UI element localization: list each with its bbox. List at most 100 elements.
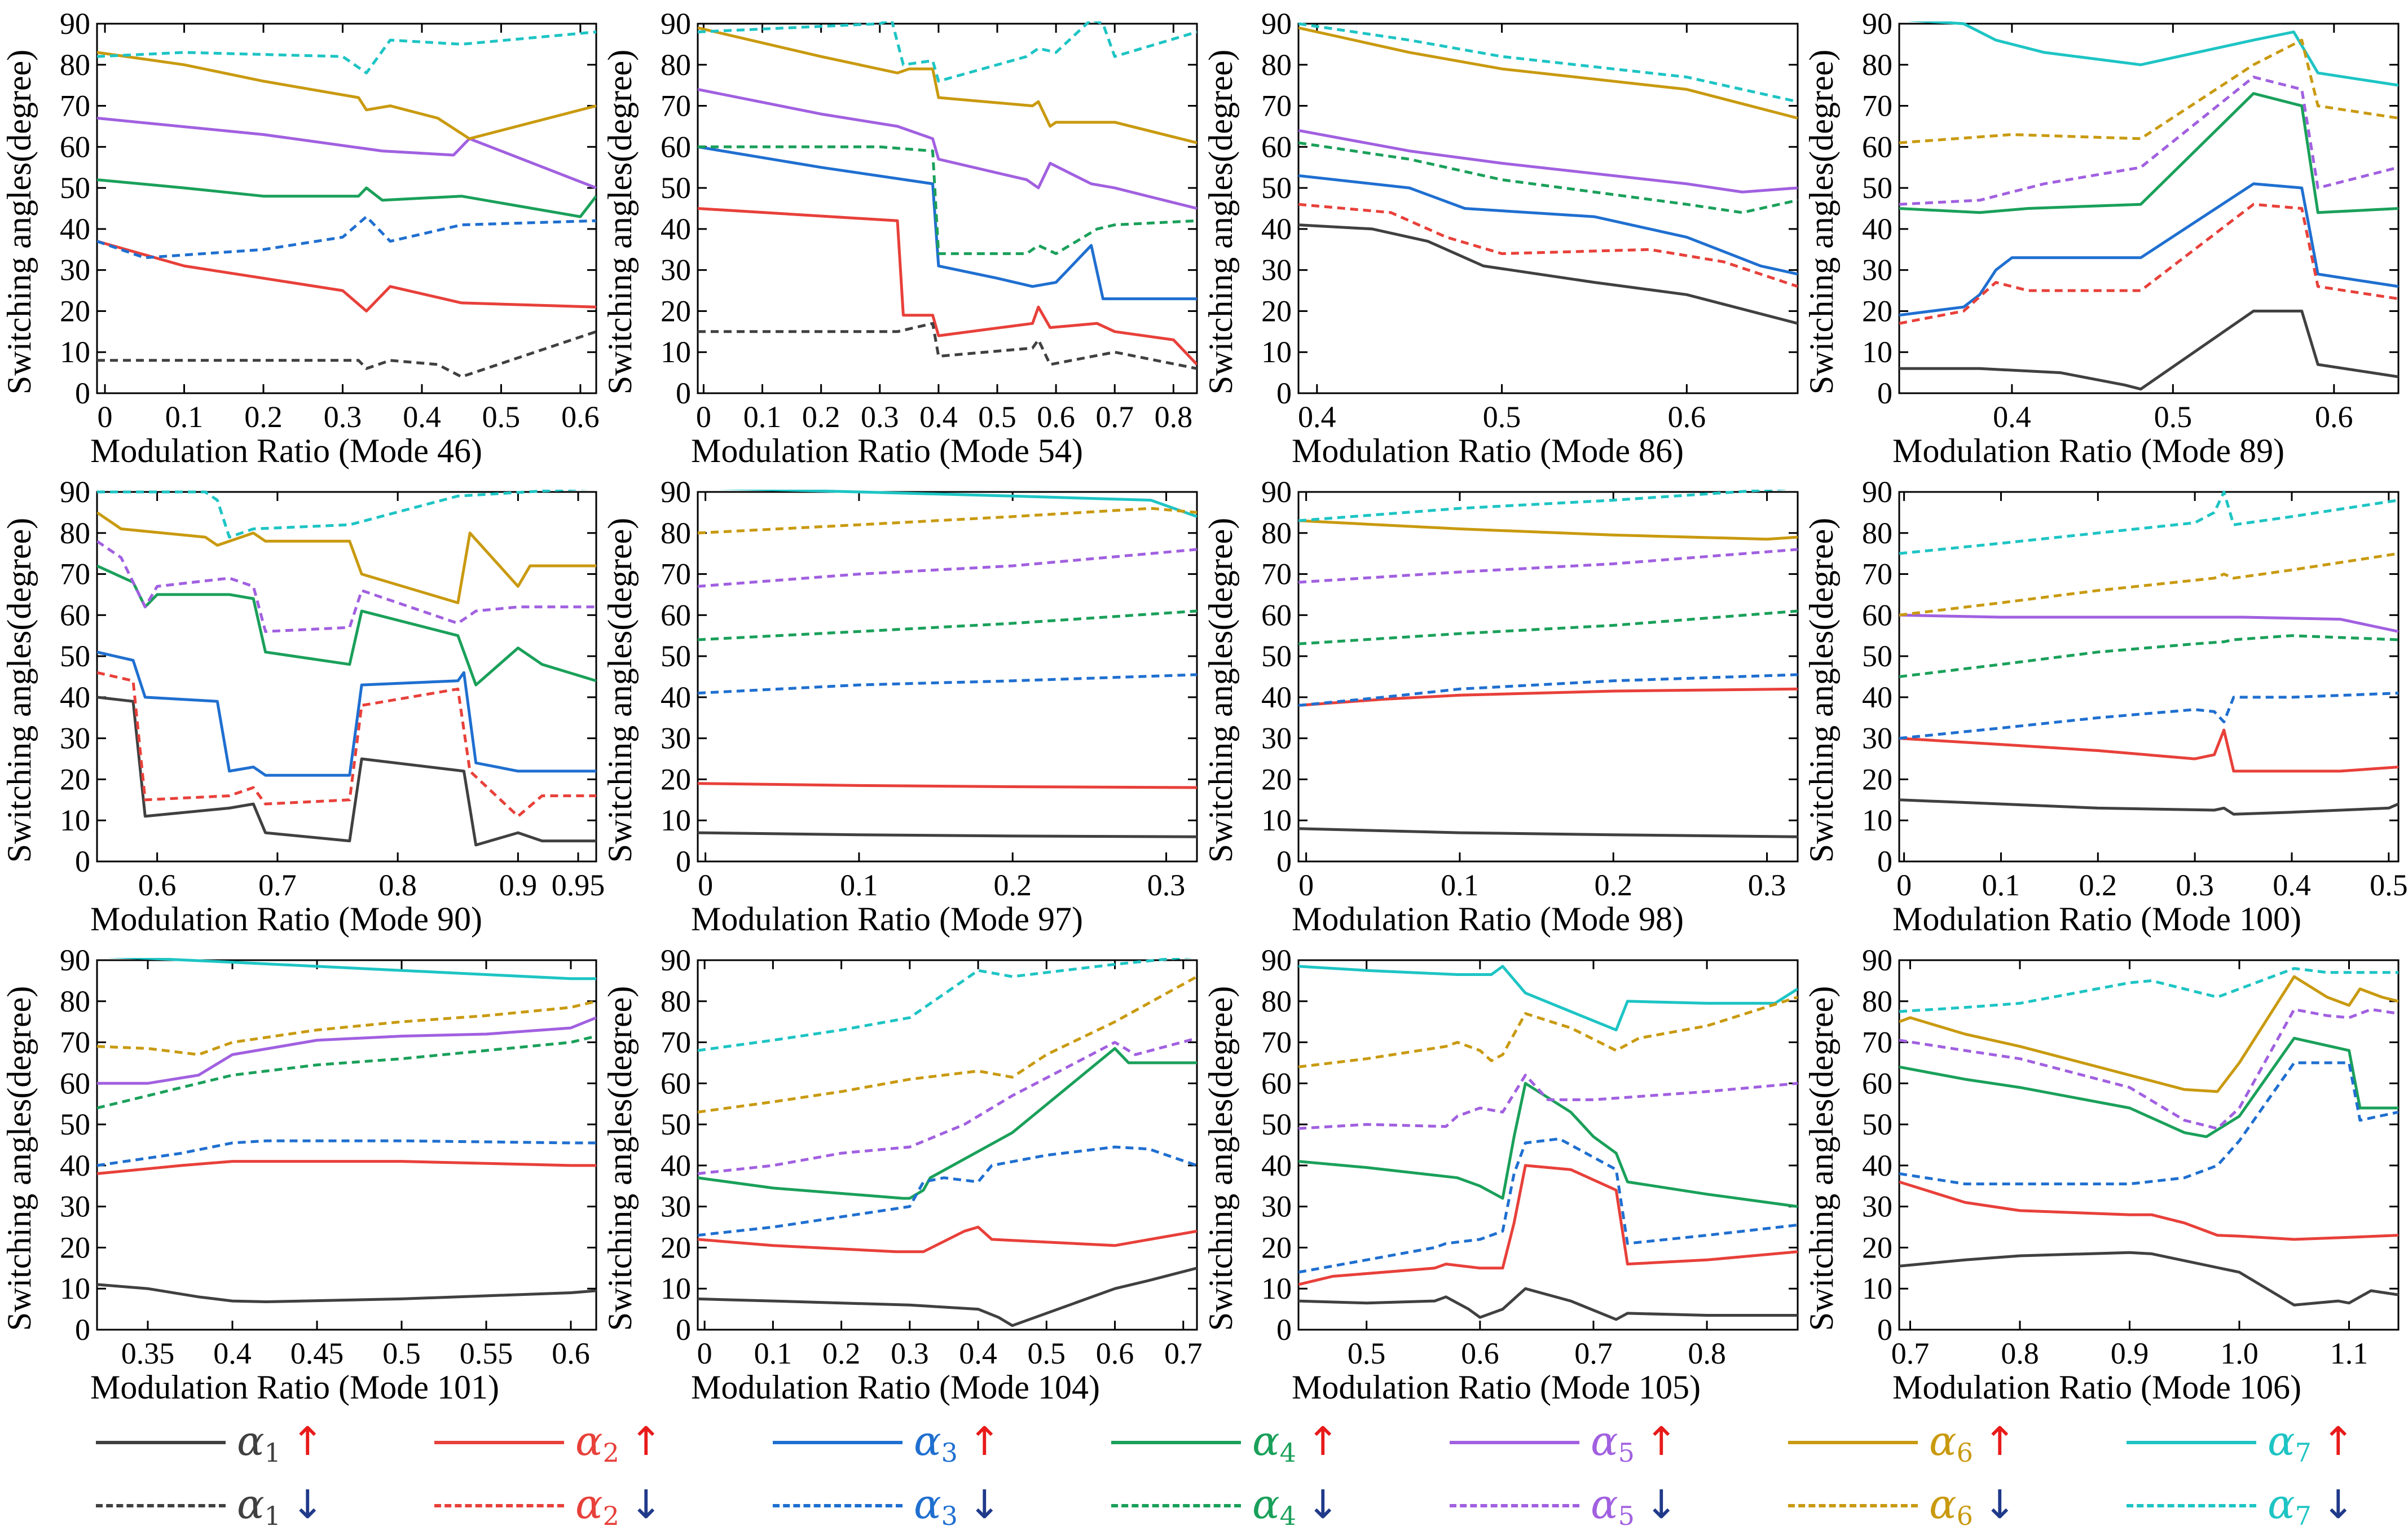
x-tick-label: 0.1 [743,400,782,434]
series-line-a3-down [97,1139,596,1167]
legend-label: α6 ↓ [1929,1481,2017,1538]
x-tick-label: 0.95 [552,868,605,902]
series-line-a5-up [698,87,1197,210]
y-tick-label: 70 [1261,557,1292,591]
legend-subscript: 5 [1618,1437,1635,1468]
x-tick-label: 0.5 [2154,400,2193,434]
x-tick-label: 0.2 [802,400,840,434]
y-tick-label: 70 [1862,1026,1892,1059]
y-tick-label: 10 [661,1272,691,1305]
series-line-a7-up [107,958,596,980]
y-tick-label: 0 [75,845,90,878]
y-tick-label: 50 [1261,1107,1292,1141]
x-tick-label: 0.5 [1483,400,1521,434]
plot-frame [96,23,597,394]
legend-label: α3 ↓ [914,1481,1001,1538]
y-tick-label: 70 [1261,1026,1292,1059]
y-tick-label: 20 [1261,294,1292,328]
arrow-down-icon: ↓ [1644,1481,1678,1528]
plot-frame [1297,491,1799,863]
x-axis-label: Modulation Ratio (Mode 86) [1292,432,1684,469]
legend-label: α5 ↓ [1591,1481,1678,1538]
series-line-a4-down [1298,609,1798,645]
series-line-a7-down [97,30,596,74]
x-tick-label: 0 [1896,868,1912,902]
y-tick-label: 30 [1261,722,1292,755]
x-tick-label: 0.9 [2111,1336,2149,1370]
legend: α1 ↑ α2 ↑ α3 ↑ α4 ↑ α5 ↑ α6 ↑ α7 ↑ α1 ↓ α2 ↓ α3 ↓ α4 ↓ α5 ↓ α6 ↓ α… [0,1416,2408,1539]
y-axis-label: Switching angles(degree) [1803,518,1840,863]
y-tick-label: 20 [60,1230,90,1264]
x-tick-label: 0.4 [2273,868,2311,902]
legend-subscript: 3 [941,1437,958,1468]
plot-frame [697,491,1198,863]
series-line-a6-down [698,507,1197,535]
legend-swatch [96,1504,226,1507]
legend-swatch [1111,1504,1241,1507]
y-tick-label: 0 [676,376,691,410]
y-tick-label: 80 [1261,516,1292,550]
plot-frame [1898,23,2400,394]
series-line-a6-up [1298,519,1798,541]
y-tick-label: 90 [1261,475,1292,509]
legend-item-a6-up: α6 ↑ [1788,1416,2081,1468]
series-line-a2-up [698,782,1197,789]
x-tick-label: 0.6 [138,868,177,902]
y-tick-label: 20 [661,762,691,796]
series-line-a2-up [1298,687,1798,707]
arrow-down-icon: ↓ [290,1481,324,1528]
x-tick-label: 0.4 [959,1336,997,1370]
y-tick-label: 90 [661,7,691,41]
x-tick-label: 0.6 [1096,1336,1134,1370]
series-line-a6-down [698,975,1197,1114]
series-line-a6-down [1298,996,1798,1068]
y-tick-label: 70 [1862,557,1892,591]
arrow-down-icon: ↓ [967,1481,1001,1528]
x-axis-label: Modulation Ratio (Mode 104) [691,1369,1100,1406]
y-axis-label: Switching angles(degree) [1803,50,1840,394]
x-tick-label: 1.1 [2330,1336,2369,1370]
series-line-a7-down [1899,967,2398,1013]
x-axis-label: Modulation Ratio (Mode 89) [1892,432,2284,469]
legend-subscript: 4 [1279,1437,1296,1468]
y-tick-label: 90 [60,7,90,41]
x-tick-label: 0.4 [403,400,441,434]
legend-symbol: α [1929,1480,1957,1528]
series-line-a6-up [97,51,596,140]
series-line-a5-down [698,1036,1197,1175]
y-tick-label: 30 [60,1190,90,1224]
series-line-a2-down [1298,203,1798,288]
x-tick-label: 0.3 [1147,868,1186,902]
series-line-a5-down [1298,548,1798,584]
series-line-a4-up [698,1047,1197,1200]
x-axis-label: Modulation Ratio (Mode 98) [1292,900,1684,938]
series-line-a3-down [698,673,1197,695]
legend-item-a1-down: α1 ↓ [96,1479,389,1531]
legend-symbol: α [1252,1417,1280,1465]
x-tick-label: 0.2 [244,400,283,434]
y-tick-label: 90 [1261,943,1292,977]
legend-swatch [1111,1441,1241,1444]
series-line-a5-up [97,1016,596,1085]
y-tick-label: 20 [1261,762,1292,796]
legend-swatch [773,1441,903,1444]
y-tick-label: 40 [1862,1149,1892,1182]
y-tick-label: 60 [661,598,691,632]
arrow-up-icon: ↑ [967,1418,1001,1465]
legend-swatch [434,1504,564,1507]
series-line-a2-up [97,1160,596,1175]
series-line-a3-down [97,215,596,260]
legend-symbol: α [237,1417,265,1465]
x-tick-label: 0.2 [1594,868,1632,902]
series-line-a6-down [1899,552,2398,617]
y-axis-label: Switching angles(degree) [1,50,38,394]
x-tick-label: 0.1 [1441,868,1479,902]
y-axis-label: Switching angles(degree) [601,50,639,394]
legend-swatch [2127,1441,2256,1444]
series-line-a5-up [1298,129,1798,194]
x-tick-label: 0.3 [2176,868,2214,902]
y-tick-label: 90 [661,943,691,977]
x-tick-label: 0.5 [2370,868,2408,902]
series-line-a1-up [1298,1287,1798,1321]
